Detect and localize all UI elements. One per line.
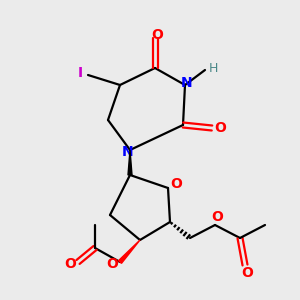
Text: O: O <box>170 177 182 191</box>
Text: O: O <box>151 28 163 42</box>
Text: O: O <box>214 121 226 135</box>
Polygon shape <box>118 240 140 263</box>
Text: O: O <box>211 210 223 224</box>
Text: N: N <box>181 76 193 90</box>
Text: O: O <box>241 266 253 280</box>
Text: H: H <box>208 61 218 74</box>
Text: O: O <box>64 257 76 271</box>
Text: O: O <box>106 257 118 271</box>
Text: I: I <box>77 66 83 80</box>
Text: N: N <box>122 145 134 159</box>
Polygon shape <box>128 150 132 175</box>
